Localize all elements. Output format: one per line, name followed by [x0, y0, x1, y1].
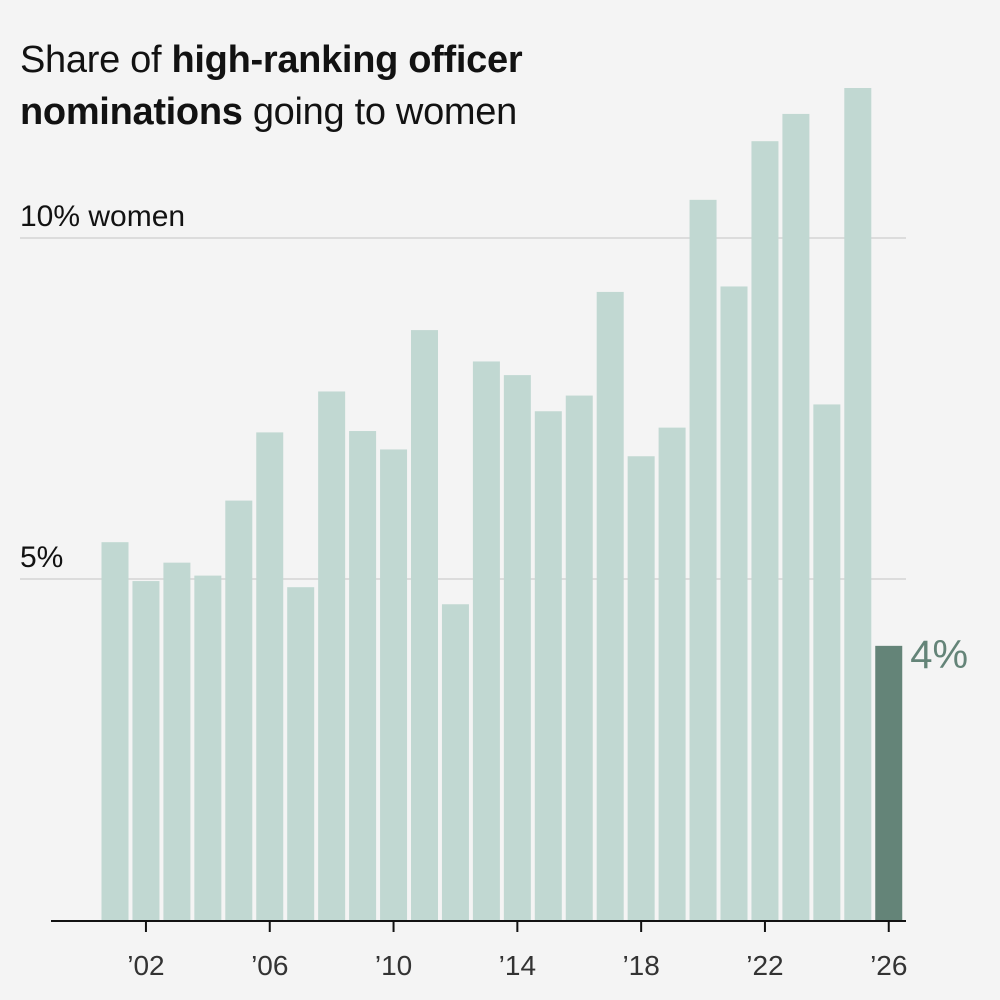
x-tick-label-2: ’10	[375, 950, 412, 981]
bar-2022	[751, 141, 779, 921]
bar-2019	[658, 427, 686, 920]
x-tick-label-3: ’14	[499, 950, 536, 981]
bar-2006	[256, 432, 284, 920]
bar-2009	[349, 431, 377, 920]
bar-2012	[441, 604, 469, 920]
title-bold: high-ranking officer nominations	[20, 39, 523, 133]
title-part-2: going to women	[242, 91, 517, 133]
bar-2010	[380, 449, 408, 920]
bar-2021	[720, 286, 748, 920]
x-tick-label-6: ’26	[870, 950, 907, 981]
x-tick-label-5: ’22	[746, 950, 783, 981]
bar-2002	[132, 581, 160, 920]
bar-2001	[101, 542, 129, 920]
x-tick-label-1: ’06	[251, 950, 288, 981]
bar-2017	[596, 291, 624, 920]
bar-2007	[287, 587, 315, 920]
bar-2004	[194, 575, 222, 920]
gridline-label-1: 10% women	[20, 200, 185, 233]
x-tick-label-4: ’18	[622, 950, 659, 981]
bar-2023	[782, 113, 810, 921]
bar-2011	[411, 330, 438, 920]
bar-2025	[844, 88, 872, 920]
bar-2008	[318, 391, 346, 920]
bar-2020	[689, 199, 717, 920]
bar-2024	[813, 404, 841, 920]
bar-2003	[163, 562, 191, 920]
bar-2016	[565, 395, 593, 920]
x-tick-label-0: ’02	[127, 950, 164, 981]
bar-2026	[875, 645, 903, 920]
title-part-1: Share of	[20, 39, 172, 81]
bar-2014	[503, 375, 531, 921]
bar-2018	[627, 456, 655, 920]
bar-2013	[472, 361, 500, 920]
bar-2005	[225, 500, 253, 920]
gridline-label-0: 5%	[20, 541, 63, 574]
bar-2015	[534, 411, 562, 920]
highlight-value-label: 4%	[910, 633, 968, 677]
chart-title: Share of high-ranking officer nomination…	[20, 34, 660, 138]
